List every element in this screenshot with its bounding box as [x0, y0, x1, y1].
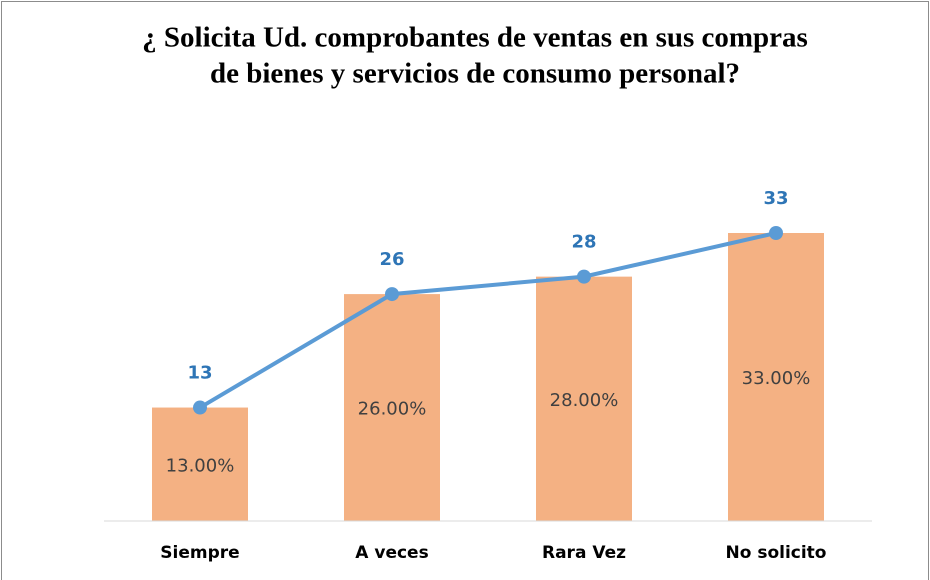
line-label: 33 — [763, 188, 788, 209]
line-marker — [385, 287, 399, 302]
bar — [536, 276, 632, 521]
line — [198, 231, 777, 410]
bar-label: 33.00% — [742, 368, 811, 389]
bar-label: 26.00% — [358, 399, 427, 420]
bar — [728, 233, 824, 521]
line-marker — [577, 269, 591, 284]
x-tick-label: Siempre — [160, 543, 239, 563]
x-tick-label: A veces — [355, 543, 428, 563]
line-marker — [193, 400, 207, 415]
x-tick-label: Rara Vez — [542, 543, 626, 563]
bar-label: 13.00% — [166, 455, 235, 476]
chart-title: ¿ Solicita Ud. comprobantes de ventas en… — [142, 22, 808, 54]
line-label: 28 — [571, 232, 596, 253]
line-label: 26 — [379, 249, 404, 270]
line-marker — [769, 226, 783, 240]
bar — [152, 407, 248, 521]
bar — [344, 294, 440, 521]
line-label: 13 — [187, 363, 212, 384]
chart-title: de bienes y servicios de consumo persona… — [210, 58, 740, 90]
bar-label: 28.00% — [550, 390, 619, 411]
x-tick-label: No solicito — [726, 543, 827, 563]
